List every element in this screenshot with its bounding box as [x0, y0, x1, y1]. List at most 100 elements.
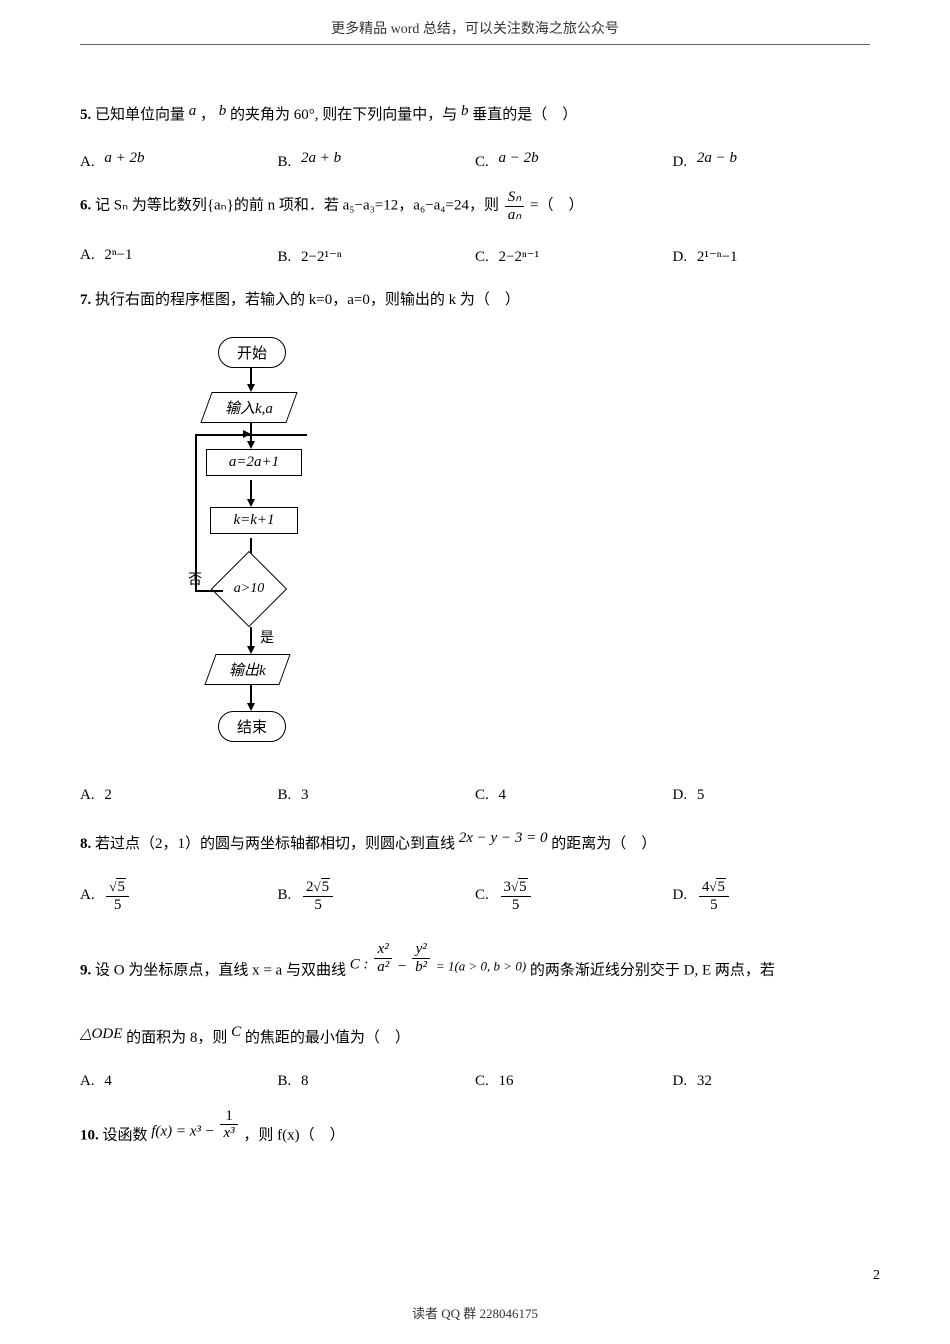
q5-opt-d: D. 2a − b: [673, 150, 871, 171]
flow-start-text: 开始: [237, 346, 267, 362]
q8-opt-c: C. 3√55: [475, 879, 673, 913]
q5-opt-b-text: 2a + b: [301, 150, 341, 166]
q7-opt-d: D. 5: [673, 787, 871, 804]
q10-frac-bot: x³: [220, 1125, 237, 1142]
q7-opt-b-text: 3: [301, 787, 309, 803]
arrow-head-3: [247, 499, 255, 507]
q10-func: f(x) = x³ −: [151, 1123, 214, 1139]
q10-text-after: ，则 f(x)（ ）: [243, 1127, 344, 1143]
q6-opt-a: A. 2ⁿ−1: [80, 247, 278, 266]
q9-lhs-bot: a²: [374, 959, 392, 976]
question-5: 5. 已知单位向量 a ， b 的夹角为 60°, 则在下列向量中，与 b 垂直…: [80, 95, 870, 132]
flow-cond: a>10: [211, 551, 287, 627]
q9-opt-b-text: 8: [301, 1073, 309, 1089]
q5-text-after: 垂直的是（ ）: [472, 107, 577, 123]
q7-opt-a-text: 2: [104, 787, 112, 803]
question-7: 7. 执行右面的程序框图，若输入的 k=0，a=0，则输出的 k 为（ ）: [80, 284, 870, 317]
q6-opt-b: B. 2−2¹⁻ⁿ: [278, 247, 476, 266]
q6-text: 记 Sₙ 为等比数列{aₙ}的前 n 项和．若 a₅−a₃=12，a₆−a₄=2…: [95, 197, 499, 213]
q8-text: 若过点（2，1）的圆与两坐标轴都相切，则圆心到直线: [95, 836, 455, 852]
q6-opt-d-text: 2¹⁻ⁿ−1: [697, 249, 738, 265]
q5-opt-c: C. a − 2b: [475, 150, 673, 171]
q6-opt-c: C. 2−2ⁿ⁻¹: [475, 247, 673, 266]
arrow-head-1: [247, 384, 255, 392]
page-number: 2: [873, 1268, 880, 1284]
flow-cond-text: a>10: [223, 563, 275, 615]
q6-frac-bot: aₙ: [505, 207, 524, 224]
q10-text-before: 设函数: [103, 1127, 148, 1143]
q9-minus: −: [398, 959, 406, 975]
q9-opt-c: C. 16: [475, 1073, 673, 1090]
q9-opt-b: B. 8: [278, 1073, 476, 1090]
flow-input: 输入k,a: [200, 392, 297, 423]
q6-text-after: =（ ）: [530, 197, 583, 213]
q7-opt-b: B. 3: [278, 787, 476, 804]
q5-num: 5.: [80, 107, 91, 123]
flow-input-text: 输入k,a: [225, 397, 273, 418]
q8-eq: 2x − y − 3 = 0: [459, 830, 548, 846]
q5-options: A. a + 2b B. 2a + b C. a − 2b D. 2a − b: [80, 150, 870, 171]
question-8: 8. 若过点（2，1）的圆与两坐标轴都相切，则圆心到直线 2x − y − 3 …: [80, 822, 870, 861]
flow-output-text: 输出k: [229, 659, 266, 680]
q7-text: 执行右面的程序框图，若输入的 k=0，a=0，则输出的 k 为（ ）: [95, 292, 520, 308]
q8-options: A. √55 B. 2√55 C. 3√55 D. 4√55: [80, 879, 870, 913]
q9-text-before: 设 O 为坐标原点，直线 x = a 与双曲线: [95, 963, 346, 979]
q5-comma: ，: [200, 107, 215, 123]
q8-text-after: 的距离为（ ）: [551, 836, 656, 852]
q5-var-b: b: [219, 103, 227, 119]
q8-opt-b: B. 2√55: [278, 879, 476, 913]
q9-lhs-top: x²: [374, 941, 392, 959]
flow-step1-text: a=2a+1: [229, 454, 279, 470]
flow-step2-text: k=k+1: [233, 512, 274, 528]
q9-hyp-label: C :: [350, 957, 369, 973]
q8-opt-d: D. 4√55: [673, 879, 871, 913]
content-area: 5. 已知单位向量 a ， b 的夹角为 60°, 则在下列向量中，与 b 垂直…: [0, 45, 950, 1152]
q9-text-after: 的焦距的最小值为（ ）: [245, 1030, 410, 1046]
arrow-head-2-right: [243, 430, 251, 438]
q6-opt-a-text: 2ⁿ−1: [104, 247, 132, 263]
q7-opt-a: A. 2: [80, 787, 278, 804]
q6-opt-c-text: 2−2ⁿ⁻¹: [499, 249, 540, 265]
q8-opt-a: A. √55: [80, 879, 278, 913]
q8-num: 8.: [80, 836, 91, 852]
flow-yes: 是: [260, 627, 274, 647]
q5-opt-a: A. a + 2b: [80, 150, 278, 171]
q5-opt-b: B. 2a + b: [278, 150, 476, 171]
q5-opt-d-text: 2a − b: [697, 150, 737, 166]
q9-triangle: △ODE: [80, 1026, 122, 1042]
flow-start: 开始: [218, 337, 286, 368]
question-9: 9. 设 O 为坐标原点，直线 x = a 与双曲线 C : x²a² − y²…: [80, 941, 870, 988]
q5-var-a: a: [189, 103, 197, 119]
arrow-head-5: [247, 646, 255, 654]
page-footer: 读者 QQ 群 228046175: [0, 1303, 950, 1322]
arrow-head-6: [247, 703, 255, 711]
q7-opt-c: C. 4: [475, 787, 673, 804]
arrow-no-v: [195, 434, 197, 592]
q9-text-mid: 的两条渐近线分别交于 D, E 两点，若: [530, 963, 775, 979]
arrow-2-top: [195, 434, 307, 436]
q6-opt-d: D. 2¹⁻ⁿ−1: [673, 247, 871, 266]
q6-opt-b-text: 2−2¹⁻ⁿ: [301, 249, 342, 265]
q9-opt-c-text: 16: [499, 1073, 514, 1089]
q9-hyp-tail: = 1(a > 0, b > 0): [436, 959, 526, 974]
q6-options: A. 2ⁿ−1 B. 2−2¹⁻ⁿ C. 2−2ⁿ⁻¹ D. 2¹⁻ⁿ−1: [80, 247, 870, 266]
q6-frac-top: Sₙ: [505, 189, 524, 207]
q7-opt-d-text: 5: [697, 787, 705, 803]
q9-text-area: 的面积为 8，则: [126, 1030, 227, 1046]
header-text: 更多精品 word 总结，可以关注数海之旅公众号: [331, 22, 619, 37]
q5-var-b2: b: [461, 103, 469, 119]
flowchart: 开始 输入k,a a=2a+1 k=k+1 a>10 否 是 输出k 结束: [140, 337, 400, 757]
q6-num: 6.: [80, 197, 91, 213]
q9-options: A. 4 B. 8 C. 16 D. 32: [80, 1073, 870, 1090]
q9-opt-d: D. 32: [673, 1073, 871, 1090]
q7-opt-c-text: 4: [499, 787, 507, 803]
q9-opt-a-text: 4: [104, 1073, 112, 1089]
q5-opt-a-text: a + 2b: [104, 150, 144, 166]
question-10: 10. 设函数 f(x) = x³ − 1x³ ，则 f(x)（ ）: [80, 1108, 870, 1153]
flow-end-text: 结束: [237, 720, 267, 736]
q9-opt-a: A. 4: [80, 1073, 278, 1090]
page-header: 更多精品 word 总结，可以关注数海之旅公众号: [0, 0, 950, 38]
flow-output: 输出k: [204, 654, 290, 685]
q6-frac: Sₙ aₙ: [505, 189, 524, 223]
q9-rhs-top: y²: [412, 941, 430, 959]
